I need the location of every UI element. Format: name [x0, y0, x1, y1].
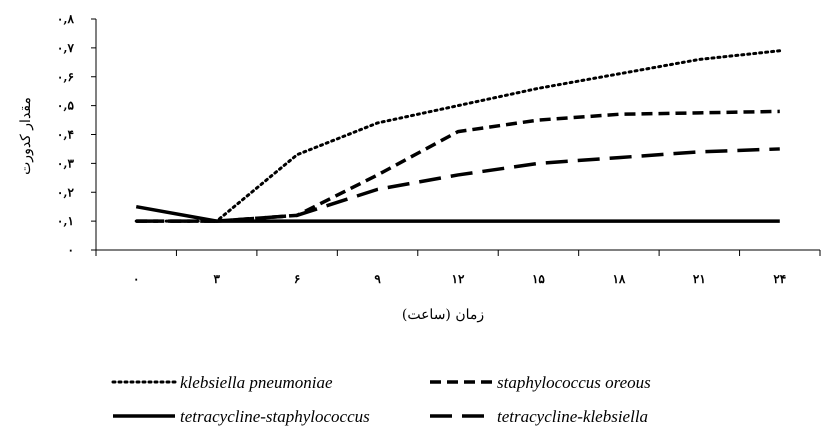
- legend: klebsiella pneumoniae staphylococcus oreo…: [111, 373, 651, 426]
- y-tick-label: ۰,۷: [57, 41, 75, 55]
- axes: [95, 19, 820, 251]
- y-tick-label: ۰,۶: [57, 70, 74, 84]
- y-tick-label: ۰,۴: [57, 128, 74, 142]
- y-tick-label: ۰,۵: [57, 99, 75, 113]
- series-line-tetracycline-staphylococcus: [135, 204, 780, 223]
- y-tick-label: ۰,۳: [57, 156, 75, 170]
- x-tick-label: ۳: [213, 272, 220, 286]
- legend-label: tetracycline-staphylococcus: [180, 407, 370, 426]
- tick-marks: ۰ ۰,۱ ۰,۲ ۰,۳ ۰,۴ ۰,۵ ۰,۶ ۰,۷ ۰,۸ ۰ ۳ ۶ ۹ ۱۲ ۱۵ ۱۸ ۲۱ ۲۴: [57, 12, 821, 286]
- x-tick-label: ۱۲: [452, 272, 465, 286]
- x-tick-label: ۲۱: [693, 272, 706, 286]
- y-axis-title: مقدار کدورت: [18, 97, 34, 175]
- legend-label: tetracycline-klebsiella: [497, 407, 648, 426]
- series-line-tetracycline-klebsiella: [136, 147, 780, 223]
- legend-label: staphylococcus oreous: [497, 373, 651, 392]
- x-tick-label: ۱۸: [612, 272, 625, 286]
- legend-label: klebsiella pneumoniae: [180, 373, 333, 392]
- x-tick-label: ۹: [374, 272, 381, 286]
- series-line-klebsiella-pneumoniae: [134, 49, 782, 223]
- x-tick-label: ۲۴: [773, 272, 786, 286]
- series-line-staphylococcus-oreous: [136, 109, 780, 223]
- x-axis-title: زمان (ساعت): [402, 307, 484, 323]
- x-tick-label: ۱۵: [532, 272, 545, 286]
- x-tick-label: ۶: [294, 272, 300, 286]
- y-tick-label: ۰: [68, 243, 74, 257]
- x-tick-label: ۰: [133, 272, 139, 286]
- y-tick-label: ۰,۱: [57, 214, 74, 228]
- series-lines: [134, 49, 782, 223]
- y-tick-label: ۰,۲: [57, 185, 75, 199]
- y-tick-label: ۰,۸: [57, 12, 75, 26]
